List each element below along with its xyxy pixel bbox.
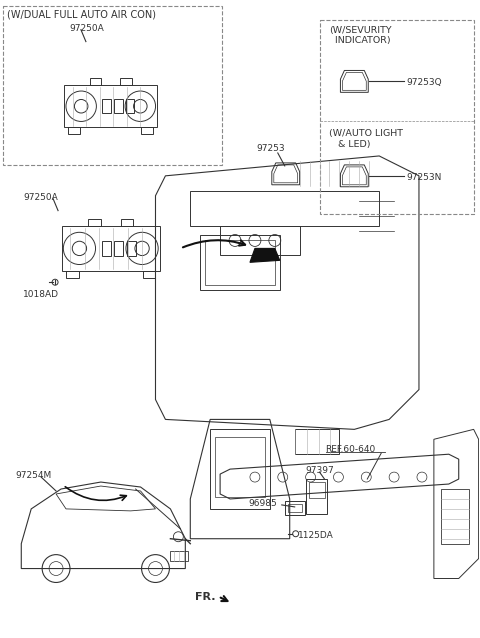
Text: 1018AD: 1018AD — [23, 290, 59, 299]
Bar — [90, 78, 101, 85]
Text: REF.60-640: REF.60-640 — [325, 445, 376, 454]
Bar — [141, 128, 153, 134]
Text: (W/AUTO LIGHT
   & LED): (W/AUTO LIGHT & LED) — [329, 129, 404, 149]
Bar — [210, 429, 270, 509]
Text: 96985: 96985 — [248, 499, 276, 508]
Bar — [441, 489, 468, 544]
Text: 97254M: 97254M — [15, 471, 51, 480]
Text: 97250A: 97250A — [23, 193, 58, 202]
Text: FR.: FR. — [195, 593, 216, 602]
Bar — [66, 271, 79, 278]
Bar — [120, 219, 133, 226]
Bar — [127, 241, 136, 256]
Text: 97250A: 97250A — [69, 24, 104, 33]
Text: 1125DA: 1125DA — [298, 531, 334, 540]
Text: 97253Q: 97253Q — [406, 78, 442, 87]
Bar — [102, 100, 111, 113]
Bar — [320, 20, 474, 214]
Bar — [114, 100, 122, 113]
Bar — [309, 482, 324, 498]
Polygon shape — [250, 248, 280, 262]
Bar — [205, 241, 275, 285]
Bar — [120, 78, 132, 85]
Bar — [114, 241, 123, 256]
Text: (W/SEVURITY
  INDICATOR): (W/SEVURITY INDICATOR) — [329, 26, 392, 45]
Bar — [3, 6, 222, 165]
Bar — [61, 226, 160, 271]
Bar — [88, 219, 101, 226]
Bar — [126, 100, 134, 113]
Bar — [69, 128, 80, 134]
Bar — [170, 551, 188, 561]
Bar — [143, 271, 156, 278]
Text: 97253: 97253 — [256, 144, 285, 153]
Text: 97397: 97397 — [306, 466, 335, 475]
Bar — [220, 226, 300, 255]
Text: 97253N: 97253N — [406, 173, 442, 182]
Bar — [64, 85, 157, 128]
Bar — [215, 437, 265, 497]
Bar — [102, 241, 111, 256]
Bar — [190, 191, 379, 226]
Bar — [200, 235, 280, 290]
Text: (W/DUAL FULL AUTO AIR CON): (W/DUAL FULL AUTO AIR CON) — [7, 10, 156, 20]
Bar — [288, 504, 301, 512]
Bar — [306, 479, 327, 514]
